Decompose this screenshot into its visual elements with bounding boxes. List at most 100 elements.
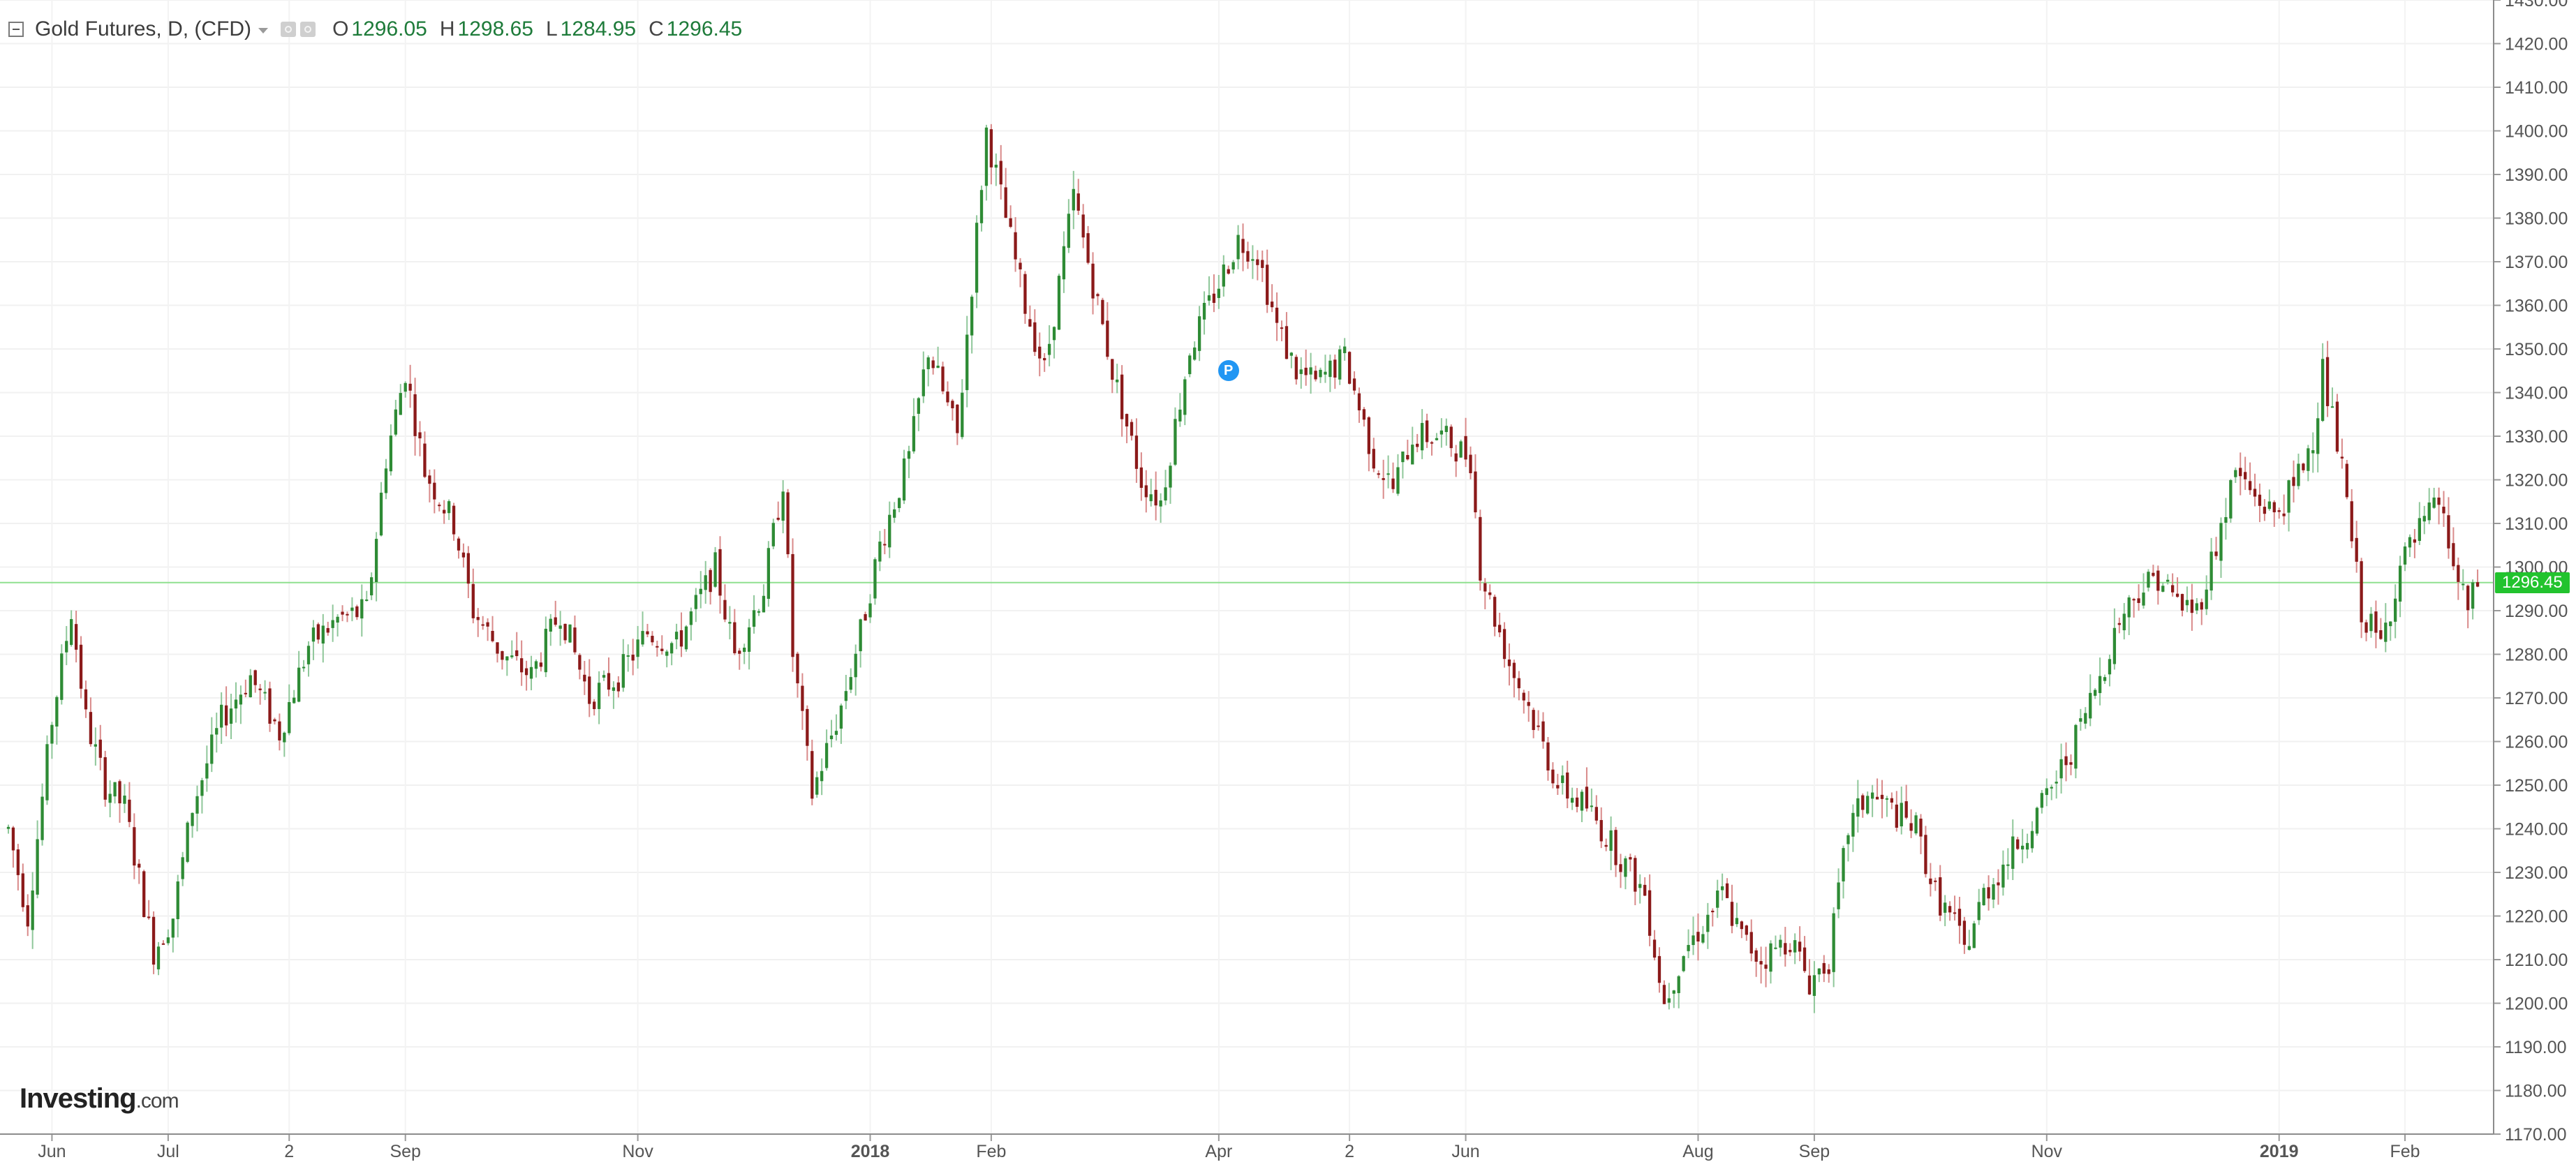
candle-body: [2219, 523, 2223, 561]
y-tick-label: 1310.00: [2505, 514, 2568, 534]
candle-body: [1604, 844, 1608, 847]
candle-body: [1735, 918, 1739, 925]
candle-body: [791, 553, 794, 657]
candle-body: [350, 607, 354, 611]
candle-body: [1812, 975, 1816, 996]
collapse-icon[interactable]: [8, 22, 24, 37]
candle-body: [1261, 260, 1264, 268]
candle-body: [810, 751, 814, 799]
candle-body: [1304, 367, 1308, 375]
candle-body: [195, 796, 199, 814]
investing-logo: Investing.com: [20, 1083, 179, 1115]
candle-body: [166, 937, 170, 944]
candle-body: [912, 416, 916, 452]
candle-body: [2200, 602, 2203, 610]
chevron-down-icon[interactable]: [258, 28, 269, 33]
y-tick-label: 1220.00: [2505, 907, 2568, 927]
candle-body: [1629, 857, 1632, 860]
candle-body: [443, 509, 446, 514]
candle-body: [2025, 842, 2029, 850]
candle-body: [1784, 943, 1787, 955]
candle-body: [2320, 359, 2325, 422]
candle-body: [1822, 962, 1826, 974]
candle-body: [210, 734, 214, 764]
candle-body: [1043, 358, 1046, 361]
candle-body: [2122, 613, 2126, 631]
candle-body: [1982, 888, 1985, 905]
candle-body: [1106, 320, 1109, 357]
candle-body: [2006, 864, 2010, 866]
candle-body: [1856, 798, 1860, 817]
candle-body: [1328, 360, 1332, 378]
candle-body: [31, 890, 34, 930]
candle-body: [447, 501, 451, 514]
candle-body: [1469, 454, 1472, 474]
y-tick-label: 1170.00: [2505, 1125, 2567, 1145]
y-tick-label: 1270.00: [2505, 689, 2568, 708]
y-tick-label: 1180.00: [2505, 1082, 2567, 1101]
candle-body: [151, 916, 156, 965]
candle-body: [752, 610, 756, 627]
candle-body: [1406, 454, 1409, 460]
candle-body: [1319, 369, 1322, 378]
candle-body: [1643, 884, 1647, 896]
candle-body: [2161, 586, 2165, 592]
candle-body: [2055, 782, 2058, 784]
x-tick-label: Sep: [390, 1142, 420, 1161]
candle-body: [423, 443, 427, 477]
eye-icon[interactable]: [281, 22, 297, 37]
candle-body: [1556, 784, 1560, 789]
candle-body: [762, 595, 766, 613]
candle-body: [2117, 623, 2121, 625]
candle-body: [776, 517, 780, 520]
candle-body: [404, 382, 407, 392]
candle-body: [1870, 792, 1874, 799]
candle-body: [1130, 422, 1134, 436]
candle-body: [859, 619, 862, 652]
candle-body: [2384, 623, 2388, 642]
close-key: C: [649, 17, 664, 40]
candle-body: [2234, 470, 2237, 477]
candle-body: [1009, 218, 1012, 228]
candle-body: [2064, 756, 2068, 766]
candle-body: [1193, 347, 1197, 360]
y-tick-label: 1210.00: [2505, 951, 2568, 970]
candle-body: [2311, 450, 2315, 454]
x-tick-label: Jul: [157, 1142, 179, 1161]
candle-body: [1067, 214, 1071, 248]
candle-body: [2190, 600, 2194, 613]
symbol-title[interactable]: Gold Futures, D, (CFD): [35, 17, 252, 40]
candle-body: [341, 611, 344, 615]
candle-body: [1382, 478, 1385, 480]
candle-body: [646, 631, 649, 634]
candle-body: [1188, 355, 1192, 375]
candle-body: [902, 458, 906, 501]
settings-icon[interactable]: [300, 22, 316, 37]
candle-body: [389, 435, 393, 472]
candle-body: [1464, 435, 1467, 460]
candle-body: [1648, 890, 1652, 936]
candle-body: [45, 744, 49, 801]
candle-body: [1837, 882, 1840, 909]
candle-body: [1091, 263, 1095, 299]
candle-body: [374, 539, 378, 583]
x-tick-label: Sep: [1799, 1142, 1830, 1161]
candle-body: [1987, 887, 1990, 899]
candle-body: [1352, 378, 1356, 391]
candle-body: [505, 656, 509, 661]
candle-body: [326, 627, 330, 633]
candle-body: [2166, 579, 2170, 582]
candle-body: [1861, 795, 1865, 810]
candle-body: [433, 482, 436, 500]
candle-body: [1207, 295, 1211, 301]
event-marker[interactable]: P: [1217, 360, 1239, 382]
candle-body: [1425, 420, 1429, 442]
candle-body: [888, 514, 891, 548]
candle-body: [156, 946, 161, 969]
candle-body: [224, 705, 228, 726]
candle-body: [994, 165, 998, 168]
candle-body: [1411, 445, 1414, 465]
candle-body: [1474, 471, 1477, 513]
